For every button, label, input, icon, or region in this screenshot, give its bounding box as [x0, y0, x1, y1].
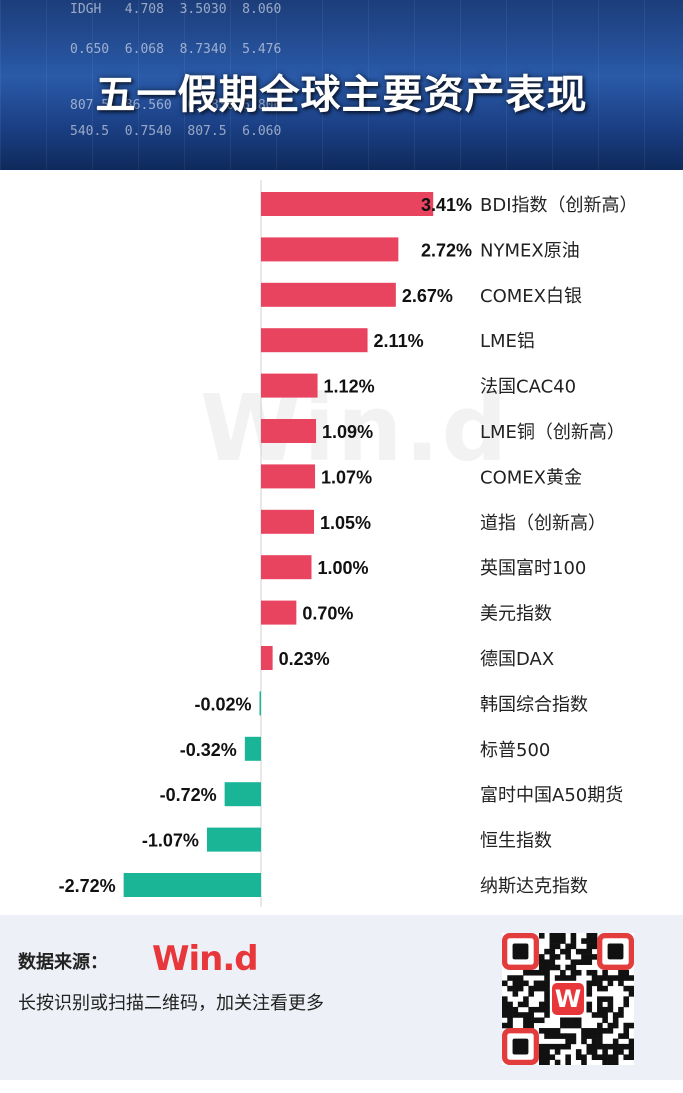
data-label: -0.72% [160, 785, 217, 805]
data-label: 1.07% [321, 467, 372, 487]
data-label: 3.41% [421, 195, 472, 215]
bar [261, 646, 273, 670]
banner-ticker-text: 807.5 86.560 0.6830 6.806 [70, 98, 305, 113]
category-label: 德国DAX [480, 649, 554, 670]
category-label: 法国CAC40 [480, 377, 576, 398]
watermark-logo: Win.d [200, 375, 510, 482]
page-title: 五一假期全球主要资产表现 [95, 72, 588, 118]
data-label: 0.70% [302, 604, 353, 624]
category-label: COMEX白银 [480, 286, 582, 307]
wind-logo: Win.d [152, 939, 259, 979]
bar-chart: 3.41% BDI指数（创新高） 2.72% NYMEX原油 2.67% COMEX白银 2… [59, 180, 638, 907]
bar [261, 464, 316, 489]
banner-grid-decoration [0, 0, 683, 170]
category-label: 富时中国A50期货 [480, 785, 623, 806]
bar [261, 328, 368, 353]
category-label: 英国富时100 [480, 558, 586, 579]
category-label: 恒生指数 [480, 831, 552, 852]
qr-code-icon[interactable]: W [502, 933, 634, 1065]
category-label: COMEX黄金 [480, 467, 582, 488]
category-label: 标普500 [480, 740, 550, 761]
data-label: 2.11% [374, 331, 424, 351]
data-label: 1.05% [320, 513, 371, 533]
data-label: 1.00% [318, 558, 369, 578]
bar [259, 691, 261, 716]
bar [123, 873, 261, 897]
data-label: 2.72% [421, 240, 472, 260]
data-label: -1.07% [142, 831, 199, 851]
category-label: BDI指数（创新高） [480, 195, 638, 216]
banner-ticker-text: 0.650 6.068 8.7340 5.476 [70, 42, 305, 57]
data-label: 1.09% [322, 422, 373, 442]
bar [244, 736, 261, 761]
category-label: LME铝 [480, 331, 535, 352]
data-label: 2.67% [402, 286, 453, 306]
data-label: -0.02% [194, 694, 251, 714]
footer: 数据来源： Win.d 长按识别或扫描二维码，加关注看更多 W [0, 915, 683, 1080]
bar [261, 237, 399, 262]
bar [224, 782, 261, 807]
banner-ticker-text: 540.5 0.7540 807.5 6.060 [70, 124, 305, 139]
category-label: NYMEX原油 [480, 240, 580, 261]
bar [261, 509, 315, 534]
source-label: 数据来源： [18, 952, 108, 973]
bar [261, 192, 434, 216]
header-banner: IDGH 4.708 3.5030 8.060 0.650 6.068 8.73… [0, 0, 683, 170]
bar [261, 555, 312, 580]
bar [261, 600, 297, 625]
category-label: 纳斯达克指数 [480, 876, 588, 897]
category-label: 韩国综合指数 [480, 694, 588, 715]
category-label: LME铜（创新高） [480, 422, 625, 443]
qr-hint-text: 长按识别或扫描二维码，加关注看更多 [18, 993, 324, 1014]
category-label: 道指（创新高） [480, 513, 606, 534]
data-label: 1.12% [324, 377, 375, 397]
banner-ticker-text: IDGH 4.708 3.5030 8.060 [70, 2, 305, 17]
data-label: 0.23% [279, 649, 330, 669]
bar [261, 419, 317, 443]
data-label: -2.72% [59, 876, 116, 896]
bar [206, 827, 261, 852]
category-label: 美元指数 [480, 604, 552, 625]
bar [261, 282, 396, 307]
qr-badge-letter: W [555, 985, 581, 1013]
bar [261, 373, 318, 398]
data-label: -0.32% [180, 740, 237, 760]
